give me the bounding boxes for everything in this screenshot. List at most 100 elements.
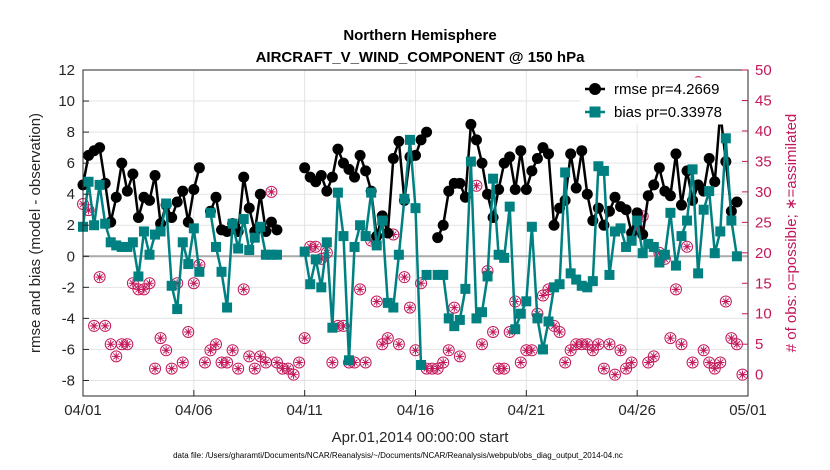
obs-assimilated-point — [222, 358, 232, 367]
obs-assimilated-point — [394, 340, 404, 349]
bias-point — [166, 280, 177, 291]
obs-assimilated-point — [716, 358, 725, 367]
rmse-point — [127, 168, 139, 180]
obs-assimilated-point — [721, 297, 731, 306]
bias-point — [299, 246, 310, 257]
obs-possible-point — [210, 338, 222, 351]
obs-assimilated-point — [167, 364, 176, 373]
bias-point — [610, 226, 620, 237]
obs-possible-point — [514, 356, 527, 369]
bias-point — [388, 302, 399, 313]
obs-assimilated-point — [128, 279, 138, 288]
rmse-point — [515, 145, 527, 157]
bias-point — [604, 269, 615, 280]
y-tick-label: 8 — [67, 124, 75, 141]
rmse-point — [354, 149, 366, 161]
y-right-tick-label: 0 — [755, 367, 763, 384]
bias-point — [510, 324, 521, 335]
obs-possible-point — [143, 277, 156, 290]
rmse-point — [592, 202, 604, 214]
obs-assimilated-point — [727, 333, 736, 343]
obs-assimilated-point — [732, 340, 742, 349]
obs-assimilated-point — [378, 340, 387, 349]
obs-assimilated-point — [211, 340, 221, 349]
obs-assimilated-point — [306, 242, 315, 251]
rmse-point — [421, 126, 433, 138]
rmse-point — [670, 148, 682, 160]
obs-possible-point — [154, 332, 167, 345]
bias-point — [305, 279, 316, 290]
y-tick-label: 0 — [67, 248, 75, 265]
obs-assimilated-point — [477, 340, 487, 349]
rmse-line — [303, 139, 423, 238]
obs-possible-point — [99, 319, 112, 332]
obs-assimilated-point — [555, 327, 564, 337]
obs-assimilated-point — [422, 364, 431, 373]
rmse-point — [360, 165, 372, 177]
obs-assimilated-point — [566, 346, 575, 355]
rmse-point — [254, 188, 266, 200]
rmse-point — [642, 190, 654, 202]
obs-possible-point — [403, 301, 416, 314]
bias-point — [565, 268, 576, 279]
bias-point — [260, 249, 271, 260]
bias-point — [416, 359, 427, 370]
bias-point — [133, 271, 144, 282]
obs-possible-point — [93, 271, 106, 284]
obs-assimilated-point — [289, 370, 298, 379]
bias-point — [116, 241, 127, 252]
rmse-point — [393, 135, 405, 147]
bias-point — [349, 241, 360, 252]
bias-point — [255, 221, 266, 232]
obs-assimilated-point — [106, 340, 115, 349]
rmse-point — [576, 145, 588, 157]
y-right-tick-label: 45 — [755, 92, 772, 109]
rmse-point — [116, 157, 128, 169]
obs-assimilated-point — [366, 236, 376, 245]
bias-point — [471, 313, 482, 324]
obs-assimilated-point — [488, 327, 498, 337]
obs-assimilated-point — [549, 321, 559, 331]
obs-assimilated-point — [616, 346, 625, 355]
rmse-point — [570, 182, 582, 194]
rmse-point — [149, 170, 161, 182]
bias-point — [421, 269, 432, 280]
y-tick-label: -2 — [62, 279, 75, 296]
obs-assimilated-point — [655, 248, 664, 258]
obs-possible-point — [160, 344, 173, 357]
bias-point — [183, 259, 194, 270]
obs-possible-point — [198, 356, 211, 369]
bias-point — [371, 240, 382, 251]
obs-assimilated-point — [328, 358, 337, 367]
bias-point — [238, 214, 249, 225]
obs-assimilated-point — [710, 364, 719, 373]
obs-assimilated-point — [150, 364, 160, 373]
obs-assimilated-point — [577, 340, 586, 349]
obs-assimilated-point — [156, 333, 165, 343]
x-tick-label: 04/26 — [618, 402, 656, 419]
obs-assimilated-point — [311, 242, 320, 251]
obs-assimilated-point — [499, 364, 509, 373]
rmse-point — [387, 152, 399, 164]
bias-point — [670, 260, 681, 271]
obs-assimilated-point — [705, 358, 714, 367]
obs-possible-point — [354, 283, 367, 296]
obs-assimilated-point — [621, 364, 631, 373]
obs-assimilated-point — [605, 340, 614, 349]
bias-point — [144, 249, 155, 260]
y-tick-label: -8 — [62, 372, 75, 389]
obs-possible-point — [381, 332, 394, 345]
rmse-point — [221, 225, 233, 237]
bias-point — [554, 279, 565, 290]
rmse-point — [166, 211, 178, 223]
rmse-point — [565, 148, 577, 160]
obs-assimilated-point — [538, 291, 548, 300]
rmse-point — [265, 216, 277, 228]
obs-assimilated-point — [427, 364, 437, 373]
obs-possible-point — [675, 338, 688, 351]
bias-point — [626, 235, 637, 246]
obs-assimilated-point — [560, 358, 570, 367]
bias-point — [621, 241, 632, 252]
obs-assimilated-point — [627, 358, 636, 367]
obs-possible-point — [714, 356, 727, 369]
